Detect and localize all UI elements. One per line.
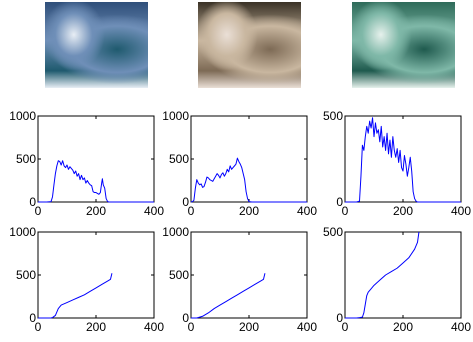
cdf-1-axes-box bbox=[37, 231, 155, 319]
hist-1-ytick-label: 0 bbox=[29, 195, 36, 209]
hist-1-xtick-label: 400 bbox=[144, 204, 164, 218]
cdf-2-axes-box bbox=[190, 231, 308, 319]
cdf-3-xtick-label: 0 bbox=[342, 320, 349, 334]
hist-3-ytick-label: 0 bbox=[336, 195, 343, 209]
cdf-3-xtick-label: 200 bbox=[393, 320, 413, 334]
cdf-3-series-line bbox=[345, 231, 420, 319]
cdf-2-xtick-label: 200 bbox=[239, 320, 259, 334]
hist-2-xtick-label: 0 bbox=[188, 204, 195, 218]
cdf-1-ytick-label: 500 bbox=[16, 268, 36, 282]
cdf-1-ytick-label: 0 bbox=[29, 311, 36, 325]
cdf-1-series-line bbox=[38, 273, 113, 319]
cdf-1-xtick-label: 400 bbox=[144, 320, 164, 334]
cdf-2-ytick-label: 500 bbox=[169, 268, 189, 282]
cdf-1-xtick-label: 0 bbox=[35, 320, 42, 334]
hist-3-chart: 0 200 400 0 500 bbox=[323, 109, 471, 218]
cdf-2-ytick-label: 0 bbox=[182, 311, 189, 325]
hist-3-xtick-label: 0 bbox=[342, 204, 349, 218]
hist-2-ytick-label: 0 bbox=[182, 195, 189, 209]
cdf-3-ytick-label: 500 bbox=[323, 225, 343, 239]
wave-green-thumbnail bbox=[352, 2, 455, 88]
hist-3-series-line bbox=[345, 117, 461, 203]
hist-2-ytick-label: 1000 bbox=[162, 109, 189, 123]
hist-3-ytick-label: 500 bbox=[323, 109, 343, 123]
hist-2-chart: 0 200 400 0 500 1000 bbox=[162, 109, 317, 218]
hist-2-xtick-label: 400 bbox=[297, 204, 317, 218]
hist-2-axes-box bbox=[190, 115, 308, 203]
cdf-2-xtick-label: 400 bbox=[297, 320, 317, 334]
cdf-1-ytick-label: 1000 bbox=[9, 225, 36, 239]
hist-2-series-line bbox=[190, 157, 307, 203]
cdf-3-axes-box bbox=[344, 231, 462, 319]
cdf-1-xtick-label: 200 bbox=[86, 320, 106, 334]
cdf-2-series-line bbox=[191, 273, 266, 319]
hist-1-axes-box bbox=[37, 115, 155, 203]
hist-3-axes-box bbox=[344, 115, 462, 203]
hist-1-ytick-label: 1000 bbox=[9, 109, 36, 123]
cdf-3-chart: 0 200 400 0 500 bbox=[323, 225, 471, 334]
cdf-2-xtick-label: 0 bbox=[188, 320, 195, 334]
cdf-2-chart: 0 200 400 0 500 1000 bbox=[162, 225, 317, 334]
cdf-3-ytick-label: 0 bbox=[336, 311, 343, 325]
cdf-2-ytick-label: 1000 bbox=[162, 225, 189, 239]
hist-3-xtick-label: 200 bbox=[393, 204, 413, 218]
hist-3-xtick-label: 400 bbox=[451, 204, 471, 218]
wave-sepia-thumbnail bbox=[198, 2, 301, 88]
hist-1-xtick-label: 0 bbox=[35, 204, 42, 218]
hist-1-series-line bbox=[38, 160, 154, 203]
hist-1-ytick-label: 500 bbox=[16, 152, 36, 166]
hist-2-xtick-label: 200 bbox=[239, 204, 259, 218]
hist-1-xtick-label: 200 bbox=[86, 204, 106, 218]
cdf-1-chart: 0 200 400 0 500 1000 bbox=[9, 225, 164, 334]
cdf-3-xtick-label: 400 bbox=[451, 320, 471, 334]
hist-1-chart: 0 200 400 0 500 1000 bbox=[9, 109, 164, 218]
wave-original-thumbnail bbox=[45, 2, 148, 88]
hist-2-ytick-label: 500 bbox=[169, 152, 189, 166]
